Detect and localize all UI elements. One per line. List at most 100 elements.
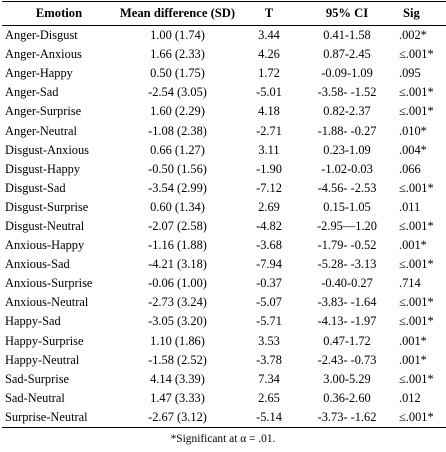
cell-sig: ≤.001* [399, 314, 434, 329]
cell-mean-difference: 0.66 (1.27) [150, 142, 205, 157]
table-body: Anger-Disgust 1.00 (1.74) 3.44 0.41-1.58 .00… [2, 26, 446, 428]
header-sig: Sig [403, 6, 420, 20]
cell-emotion: Anger-Happy [5, 66, 73, 81]
cell-sig: ≤.001* [399, 218, 434, 233]
cell-ci: 0.87-2.45 [323, 47, 371, 62]
header-mean-difference: Mean difference (SD) [119, 6, 236, 20]
cell-ci: 0.36-2.60 [323, 390, 371, 405]
cell-t: -2.71 [256, 123, 282, 138]
table-row: Happy-Neutral -1.58 (2.52) -3.78 -2.43- -0.… [2, 351, 446, 370]
cell-mean-difference: -2.73 (3.24) [148, 295, 207, 310]
cell-emotion: Anxious-Sad [5, 257, 70, 272]
table-row: Anxious-Happy -1.16 (1.88) -3.68 -1.79- -0.… [2, 236, 446, 255]
cell-t: -5.07 [256, 295, 282, 310]
cell-ci: 0.23-1.09 [323, 142, 371, 157]
cell-t: -0.37 [256, 276, 282, 291]
cell-sig: .002* [399, 28, 427, 43]
cell-mean-difference: -0.50 (1.56) [148, 161, 207, 176]
cell-mean-difference: -3.05 (3.20) [148, 314, 207, 329]
cell-sig: .011 [399, 199, 421, 214]
cell-t: -3.78 [256, 352, 282, 367]
cell-sig: .066 [399, 161, 421, 176]
cell-t: 4.18 [258, 104, 280, 119]
cell-t: 2.65 [258, 390, 280, 405]
cell-mean-difference: 4.14 (3.39) [150, 371, 205, 386]
cell-ci: -4.13- -1.97 [317, 314, 377, 329]
table-row: Anger-Happy 0.50 (1.75) 1.72 -0.09-1.09 .095 [2, 64, 446, 83]
cell-emotion: Disgust-Sad [5, 180, 66, 195]
cell-mean-difference: 1.47 (3.33) [150, 390, 205, 405]
cell-t: -4.82 [256, 218, 282, 233]
cell-ci: -1.02-0.03 [321, 161, 373, 176]
cell-sig: ≤.001* [399, 371, 434, 386]
cell-mean-difference: 1.66 (2.33) [150, 47, 205, 62]
cell-ci: -5.28- -3.13 [317, 257, 377, 272]
table-row: Happy-Sad -3.05 (3.20) -5.71 -4.13- -1.97 ≤.… [2, 312, 446, 331]
cell-mean-difference: 1.00 (1.74) [150, 28, 205, 43]
table-footnote: *Significant at α = .01. [170, 433, 276, 445]
cell-mean-difference: -1.16 (1.88) [148, 238, 207, 253]
cell-ci: -2.43- -0.73 [317, 352, 377, 367]
cell-sig: ≤.001* [399, 104, 434, 119]
cell-mean-difference: 0.50 (1.75) [150, 66, 205, 81]
cell-t: 2.69 [258, 199, 280, 214]
table-row: Disgust-Happy -0.50 (1.56) -1.90 -1.02-0.03… [2, 160, 446, 179]
cell-t: -7.94 [256, 257, 282, 272]
table-row: Surprise-Neutral -2.67 (3.12) -5.14 -3.73- … [2, 408, 446, 428]
table-row: Happy-Surprise 1.10 (1.86) 3.53 0.47-1.72 .0… [2, 332, 446, 351]
table-row: Sad-Surprise 4.14 (3.39) 7.34 3.00-5.29 ≤.00… [2, 370, 446, 389]
cell-t: 1.72 [258, 66, 280, 81]
cell-t: 3.44 [258, 28, 280, 43]
cell-emotion: Happy-Neutral [5, 352, 80, 367]
table-row: Anger-Surprise 1.60 (2.29) 4.18 0.82-2.37 ≤.… [2, 102, 446, 121]
table-row: Anger-Anxious 1.66 (2.33) 4.26 0.87-2.45 ≤.0… [2, 45, 446, 64]
cell-sig: .004* [399, 142, 427, 157]
header-emotion: Emotion [35, 6, 83, 20]
header-row: Emotion Mean difference (SD) T 95% CI Si… [2, 1, 446, 26]
cell-t: -7.12 [256, 180, 282, 195]
table-row: Anxious-Sad -4.21 (3.18) -7.94 -5.28- -3.13… [2, 255, 446, 274]
cell-emotion: Happy-Sad [5, 314, 61, 329]
cell-mean-difference: -2.67 (3.12) [148, 409, 207, 424]
cell-mean-difference: -3.54 (2.99) [148, 180, 207, 195]
table-row: Anger-Neutral -1.08 (2.38) -2.71 -1.88- -0.… [2, 121, 446, 140]
cell-sig: .001* [399, 352, 427, 367]
results-table: Emotion Mean difference (SD) T 95% CI Si… [2, 1, 446, 428]
table-row: Anger-Sad -2.54 (3.05) -5.01 -3.58- -1.52 ≤.… [2, 83, 446, 102]
cell-mean-difference: -2.54 (3.05) [148, 85, 207, 100]
cell-ci: -3.73- -1.62 [317, 409, 377, 424]
table-row: Anxious-Surprise -0.06 (1.00) -0.37 -0.40-0… [2, 274, 446, 293]
cell-mean-difference: -0.06 (1.00) [148, 276, 207, 291]
cell-sig: ≤.001* [399, 257, 434, 272]
cell-sig: ≤.001* [399, 295, 434, 310]
cell-sig: .001* [399, 238, 427, 253]
cell-sig: .010* [399, 123, 427, 138]
cell-sig: ≤.001* [399, 409, 434, 424]
cell-emotion: Disgust-Neutral [5, 218, 85, 233]
cell-sig: .001* [399, 333, 427, 348]
cell-emotion: Happy-Surprise [5, 333, 84, 348]
cell-emotion: Disgust-Anxious [5, 142, 89, 157]
cell-ci: -4.56- -2.53 [317, 180, 377, 195]
cell-t: -3.68 [256, 238, 282, 253]
cell-mean-difference: 1.60 (2.29) [150, 104, 205, 119]
cell-mean-difference: 1.10 (1.86) [150, 333, 205, 348]
cell-mean-difference: -1.08 (2.38) [148, 123, 207, 138]
cell-mean-difference: -4.21 (3.18) [148, 257, 207, 272]
cell-t: 4.26 [258, 47, 280, 62]
cell-mean-difference: -1.58 (2.52) [148, 352, 207, 367]
header-t: T [264, 6, 274, 20]
cell-t: -5.01 [256, 85, 282, 100]
cell-emotion: Anger-Anxious [5, 47, 82, 62]
cell-ci: 0.15-1.05 [323, 199, 371, 214]
table-row: Anxious-Neutral -2.73 (3.24) -5.07 -3.83- -… [2, 293, 446, 312]
cell-t: 3.53 [258, 333, 280, 348]
table-row: Disgust-Surprise 0.60 (1.34) 2.69 0.15-1.05… [2, 198, 446, 217]
cell-ci: -2.95—1.20 [317, 218, 377, 233]
cell-emotion: Anxious-Happy [5, 238, 85, 253]
cell-t: 7.34 [258, 371, 280, 386]
cell-sig: .714 [399, 276, 421, 291]
table-row: Disgust-Sad -3.54 (2.99) -7.12 -4.56- -2.53… [2, 179, 446, 198]
cell-ci: -0.09-1.09 [321, 66, 373, 81]
cell-ci: 0.41-1.58 [323, 28, 371, 43]
